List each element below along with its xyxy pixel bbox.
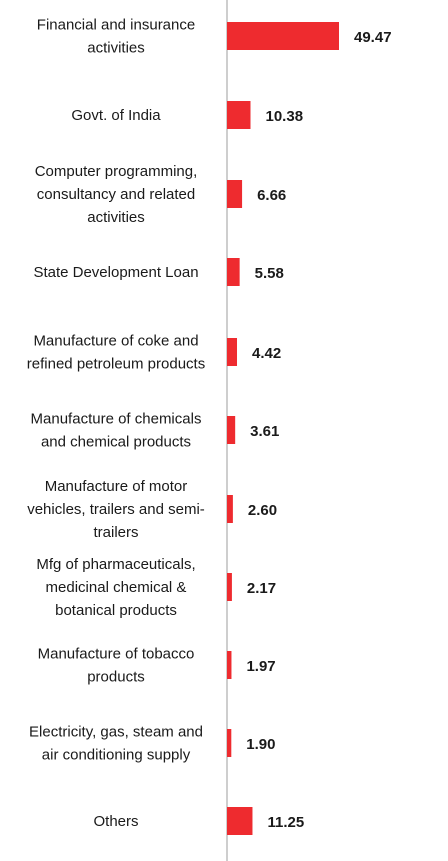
value-label-8: 1.97 bbox=[246, 658, 275, 675]
category-label-5: Manufacture of chemicals and chemical pro… bbox=[31, 411, 202, 451]
bar-0 bbox=[227, 22, 339, 50]
category-label-9: Electricity, gas, steam and air condition… bbox=[29, 724, 203, 764]
bar-1 bbox=[227, 101, 251, 129]
value-label-10: 11.25 bbox=[267, 814, 304, 831]
bar-10 bbox=[227, 807, 253, 835]
category-label-6: Manufacture of motor vehicles, trailers a… bbox=[27, 478, 205, 541]
value-label-5: 3.61 bbox=[250, 423, 279, 440]
category-label-7: Mfg of pharmaceuticals, medicinal chemica… bbox=[36, 556, 195, 619]
category-label-3: State Development Loan bbox=[33, 264, 198, 281]
category-label-1: Govt. of India bbox=[71, 107, 161, 124]
value-label-2: 6.66 bbox=[257, 187, 286, 204]
category-label-0: Financial and insurance activities bbox=[37, 17, 195, 57]
bars-group: 49.47 Financial and insurance activities 10… bbox=[27, 17, 392, 835]
bar-2 bbox=[227, 180, 243, 208]
category-label-2: Computer programming, consultancy and rel… bbox=[35, 163, 198, 226]
value-label-0: 49.47 bbox=[354, 29, 392, 46]
category-label-10: Others bbox=[93, 813, 138, 830]
value-label-3: 5.58 bbox=[255, 265, 284, 282]
bar-9 bbox=[227, 729, 232, 757]
bar-7 bbox=[227, 573, 232, 601]
bar-5 bbox=[227, 416, 236, 444]
value-label-9: 1.90 bbox=[246, 736, 275, 753]
bar-8 bbox=[227, 651, 232, 679]
bar-3 bbox=[227, 258, 240, 286]
bar-6 bbox=[227, 495, 233, 523]
value-label-4: 4.42 bbox=[252, 345, 281, 362]
value-label-6: 2.60 bbox=[248, 502, 277, 519]
category-label-8: Manufacture of tobacco products bbox=[38, 646, 195, 686]
category-label-4: Manufacture of coke and refined petroleum… bbox=[27, 333, 205, 373]
value-label-7: 2.17 bbox=[247, 580, 276, 597]
bar-4 bbox=[227, 338, 238, 366]
value-label-1: 10.38 bbox=[266, 108, 304, 125]
